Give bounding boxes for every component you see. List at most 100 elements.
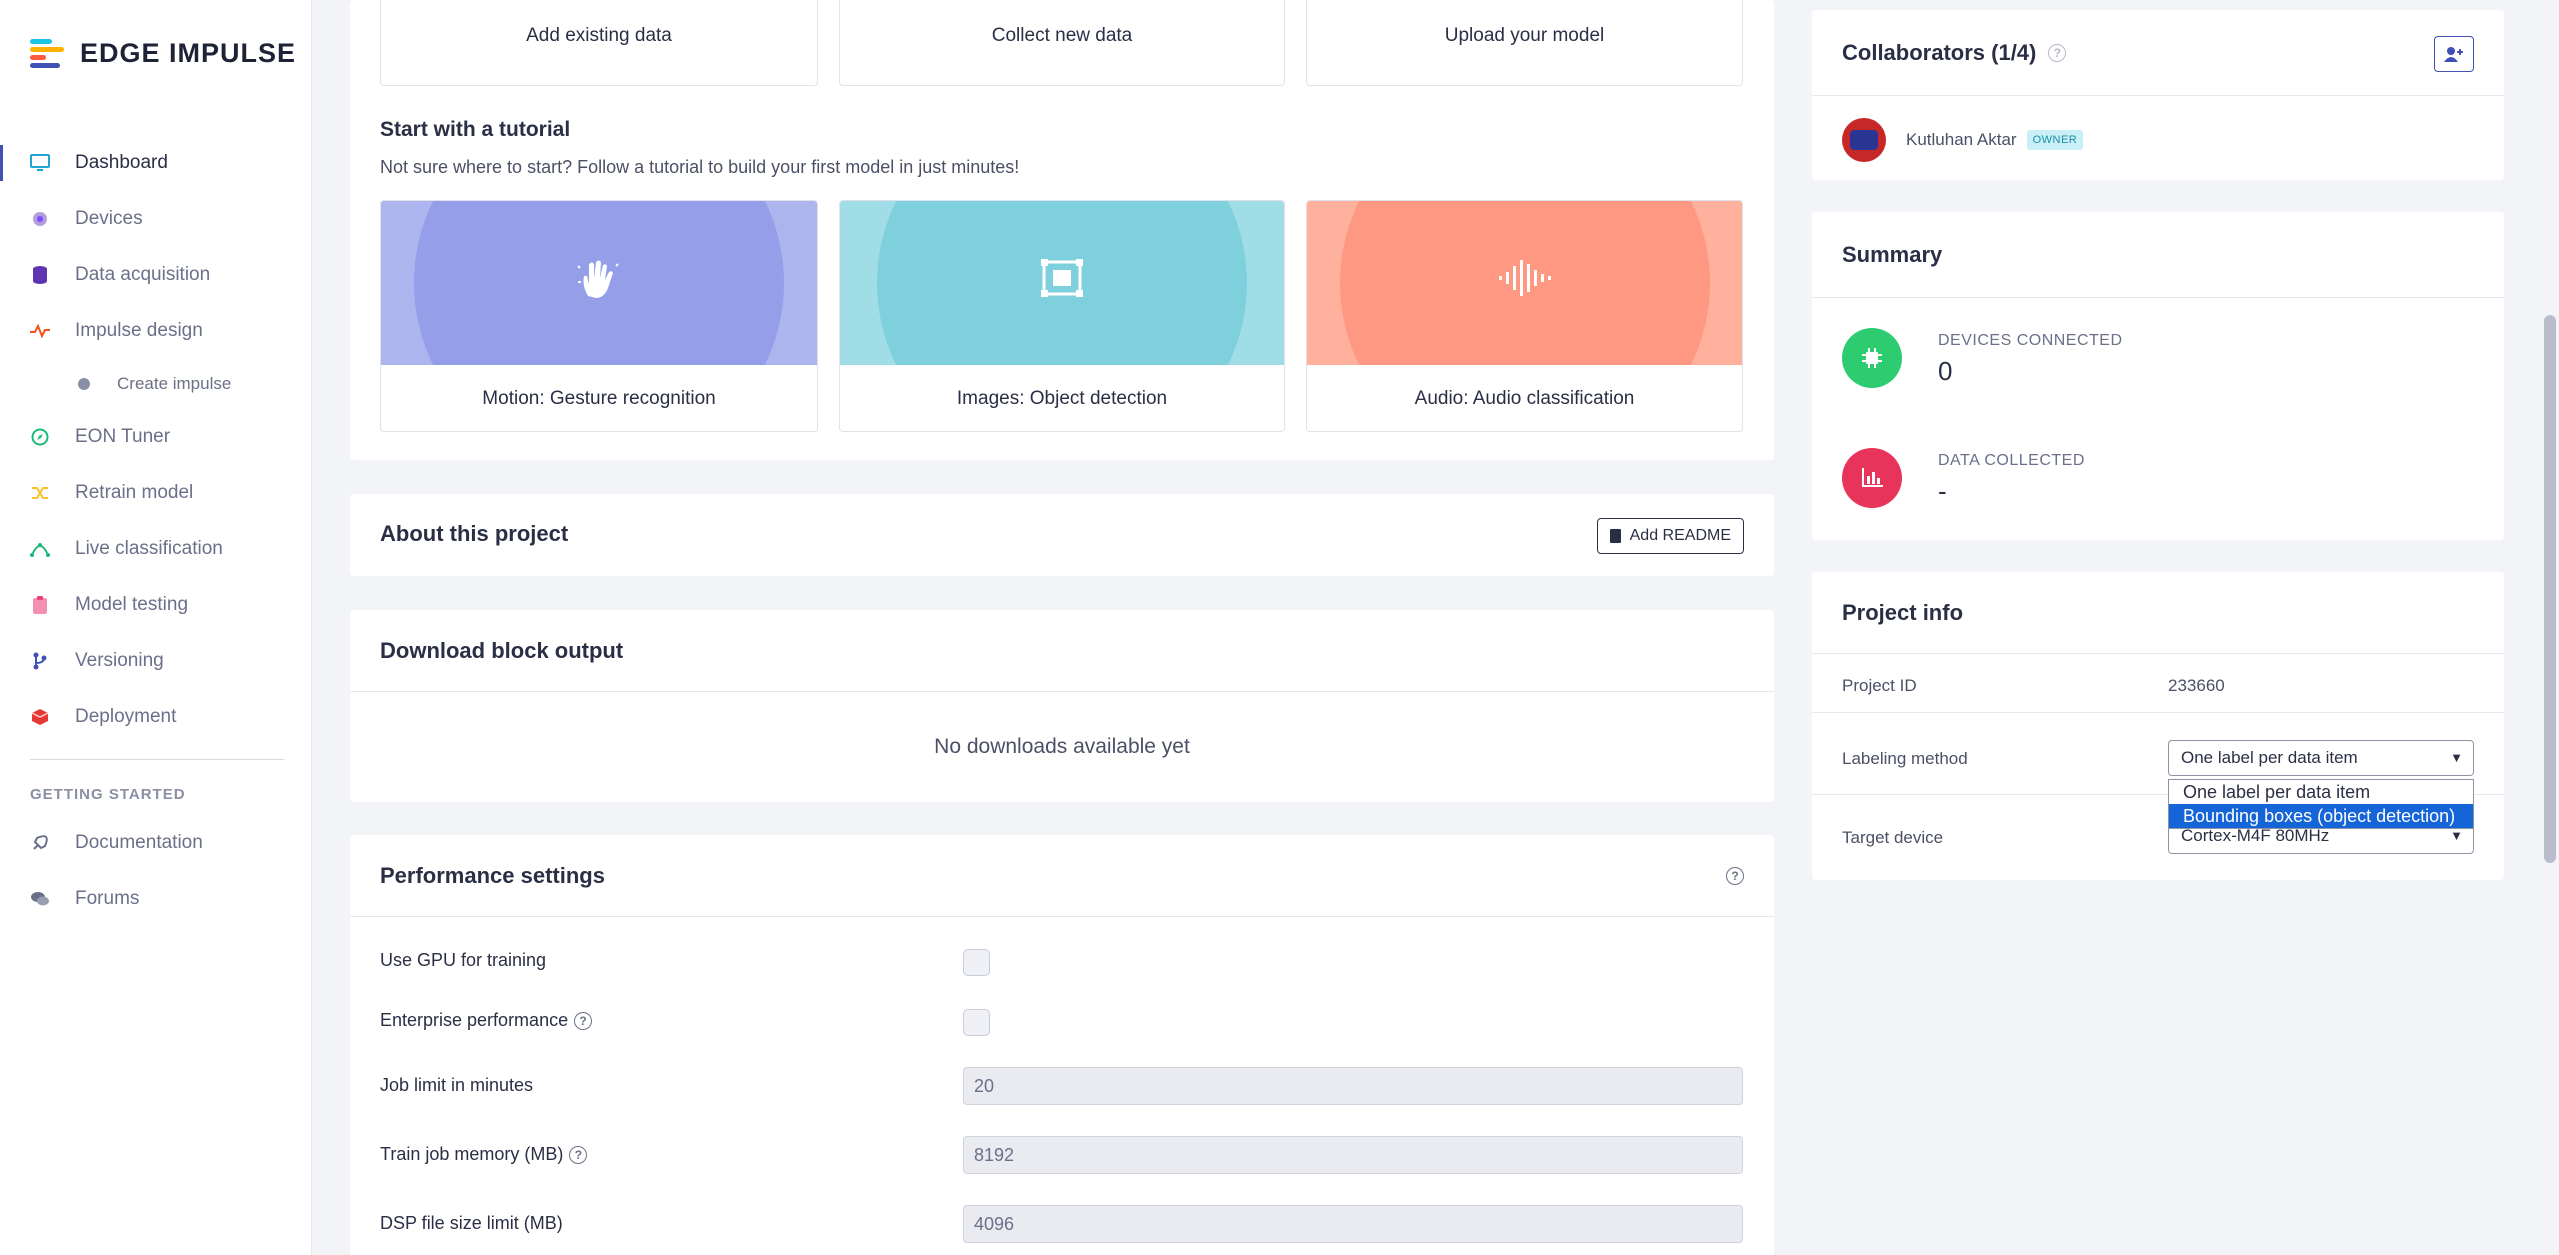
action-label: Add existing data — [526, 25, 672, 46]
tutorial-card-audio[interactable]: Audio: Audio classification — [1306, 200, 1743, 432]
sidebar-item-documentation[interactable]: Documentation — [0, 815, 312, 871]
tutorial-image — [381, 201, 817, 365]
row-label: DSP file size limit (MB) — [380, 1213, 563, 1233]
sidebar-item-label: Devices — [75, 208, 143, 229]
tutorial-heading: Start with a tutorial — [380, 118, 571, 141]
collaborator-name: Kutluhan Aktar — [1906, 130, 2017, 149]
sidebar-item-eon-tuner[interactable]: EON Tuner — [0, 409, 312, 465]
data-collected-stat: DATA COLLECTED - — [1842, 448, 2085, 508]
data-collected-value: - — [1938, 476, 1947, 506]
sidebar-item-label: Versioning — [75, 650, 164, 671]
network-icon — [30, 539, 50, 559]
download-empty-message: No downloads available yet — [934, 735, 1190, 758]
sidebar-item-label: Retrain model — [75, 482, 194, 503]
scrollbar-thumb[interactable] — [2544, 315, 2556, 863]
sidebar-item-create-impulse[interactable]: Create impulse — [0, 359, 312, 409]
sidebar-item-label: EON Tuner — [75, 426, 171, 447]
train-memory-input[interactable]: 8192 — [963, 1136, 1743, 1174]
help-icon[interactable]: ? — [2048, 43, 2067, 62]
job-limit-input[interactable]: 20 — [963, 1067, 1743, 1105]
row-label: Job limit in minutes — [380, 1075, 534, 1095]
sidebar-item-dashboard[interactable]: Dashboard — [0, 135, 312, 191]
sidebar-item-devices[interactable]: Devices — [0, 191, 312, 247]
tutorial-label: Motion: Gesture recognition — [482, 388, 716, 409]
sidebar-item-label: Forums — [75, 888, 140, 909]
sidebar-item-deployment[interactable]: Deployment — [0, 689, 312, 745]
enterprise-performance-checkbox[interactable] — [963, 1009, 990, 1036]
add-user-icon — [2444, 47, 2463, 62]
sidebar-item-label: Impulse design — [75, 320, 203, 341]
dropdown-option-bounding-boxes[interactable]: Bounding boxes (object detection) — [2169, 804, 2473, 828]
labeling-method-select[interactable]: One label per data item ▼ — [2168, 740, 2474, 776]
chat-icon — [30, 889, 50, 909]
sidebar-item-label: Dashboard — [75, 152, 168, 173]
brand-name: EDGE IMPULSE — [80, 38, 297, 68]
help-icon[interactable]: ? — [574, 1011, 593, 1030]
project-id-label: Project ID — [1842, 676, 1917, 695]
summary-title: Summary — [1842, 241, 1943, 267]
summary-card: Summary DEVICES CONNECTED 0 DATA COLLECT… — [1812, 212, 2504, 540]
dropdown-option-single-label[interactable]: One label per data item — [2183, 781, 2371, 802]
sidebar-item-data-acquisition[interactable]: Data acquisition — [0, 247, 312, 303]
project-info-card: Project info Project ID 233660 Labeling … — [1812, 572, 2504, 880]
sidebar-divider — [30, 759, 284, 760]
performance-settings-card: Performance settings ? Use GPU for train… — [350, 835, 1774, 1255]
tutorial-card-object-detection[interactable]: Images: Object detection — [839, 200, 1285, 432]
input-value: 4096 — [974, 1213, 1015, 1234]
dsp-limit-input[interactable]: 4096 — [963, 1205, 1743, 1243]
collect-new-data-button[interactable]: Collect new data — [839, 0, 1285, 86]
action-label: Collect new data — [991, 25, 1133, 46]
data-collected-label: DATA COLLECTED — [1938, 452, 2085, 469]
sidebar-item-versioning[interactable]: Versioning — [0, 633, 312, 689]
collaborators-title: Collaborators (1/4) — [1842, 39, 2037, 65]
tutorial-subtitle: Not sure where to start? Follow a tutori… — [380, 157, 1020, 177]
sidebar-item-forums[interactable]: Forums — [0, 871, 312, 927]
dot-icon — [78, 378, 90, 390]
help-icon[interactable]: ? — [569, 1145, 588, 1164]
sidebar-item-live-classification[interactable]: Live classification — [0, 521, 312, 577]
project-info-title: Project info — [1842, 599, 1964, 625]
shuffle-icon — [30, 483, 50, 503]
download-header: Download block output — [350, 610, 1774, 692]
job-limit-label: Job limit in minutes — [380, 1075, 533, 1096]
row-label: Train job memory (MB) — [380, 1144, 564, 1164]
sidebar-item-label: Deployment — [75, 706, 177, 727]
upload-model-button[interactable]: Upload your model — [1306, 0, 1743, 86]
pulse-icon — [30, 321, 50, 341]
project-id-value: 233660 — [2168, 676, 2225, 695]
page-scrollbar[interactable] — [2541, 0, 2559, 1255]
edge-impulse-logo[interactable]: EDGE IMPULSE — [30, 38, 296, 69]
sidebar-item-label: Data acquisition — [75, 264, 211, 285]
add-existing-data-button[interactable]: Add existing data — [380, 0, 818, 86]
add-readme-button[interactable]: Add README — [1596, 518, 1744, 554]
sidebar-item-retrain-model[interactable]: Retrain model — [0, 465, 312, 521]
collaborator-row: Kutluhan Aktar OWNER — [1842, 118, 2084, 162]
sidebar-item-model-testing[interactable]: Model testing — [0, 577, 312, 633]
devices-connected-label: DEVICES CONNECTED — [1938, 332, 2123, 349]
bounding-box-icon — [1041, 258, 1083, 308]
avatar — [1842, 118, 1886, 162]
sidebar-item-impulse-design[interactable]: Impulse design — [0, 303, 312, 359]
help-icon[interactable]: ? — [1726, 867, 1744, 885]
input-value: 8192 — [974, 1144, 1015, 1165]
enterprise-performance-label: Enterprise performance ? — [380, 1010, 593, 1031]
collaborators-card: Collaborators (1/4) ? Kutluhan Aktar OWN… — [1812, 10, 2504, 180]
owner-badge: OWNER — [2026, 130, 2084, 150]
gpu-training-checkbox[interactable] — [963, 949, 990, 976]
compass-icon — [30, 427, 50, 447]
gpu-training-label: Use GPU for training — [380, 950, 546, 971]
labeling-method-label: Labeling method — [1842, 749, 1968, 768]
tutorial-card-gesture[interactable]: Motion: Gesture recognition — [380, 200, 818, 432]
branch-icon — [30, 651, 50, 671]
devices-icon — [30, 209, 50, 229]
logo-mark-icon — [30, 38, 70, 69]
database-icon — [30, 265, 50, 285]
rocket-icon — [30, 833, 50, 853]
tutorial-label: Images: Object detection — [956, 388, 1168, 409]
performance-title: Performance settings — [380, 862, 605, 888]
add-collaborator-button[interactable] — [2434, 36, 2474, 72]
performance-header: Performance settings ? — [350, 835, 1774, 917]
getting-started-card: Add existing data Collect new data Uploa… — [350, 0, 1774, 460]
devices-connected-value: 0 — [1938, 356, 1953, 386]
download-block-output-card: Download block output No downloads avail… — [350, 610, 1774, 802]
